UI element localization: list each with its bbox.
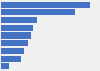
Bar [1,63,9,69]
Bar [1,56,21,62]
Bar [1,25,33,31]
Bar [1,9,75,15]
Bar [1,17,37,23]
Bar [1,40,28,46]
Bar [1,48,24,54]
Bar [1,2,90,8]
Bar [1,33,31,38]
